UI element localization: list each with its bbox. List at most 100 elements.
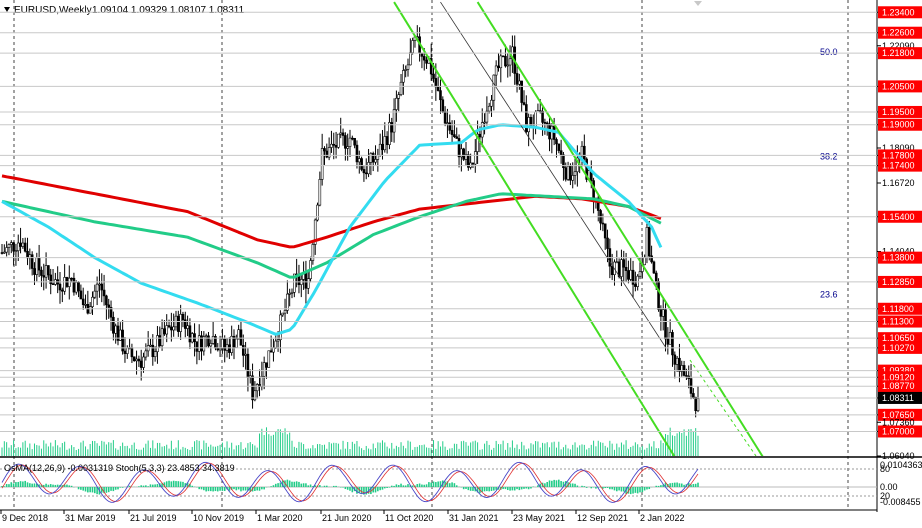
candle-body (197, 335, 201, 352)
fib-level-label: 23.6 (820, 290, 838, 300)
candle-body (167, 325, 171, 328)
candle-body (450, 129, 454, 135)
candle-body (91, 296, 94, 307)
candle-body (109, 307, 113, 318)
candle-body (42, 275, 46, 278)
candle-body (659, 309, 663, 317)
candle-body (26, 251, 29, 259)
candle-body (334, 145, 338, 148)
candle-body (436, 86, 440, 91)
candle-body (297, 275, 301, 285)
price-marker-label: 1.10270 (882, 343, 915, 353)
indicator-label: OsMA(12,26,9) -0.0031319 Stoch(5,3,3) 23… (4, 463, 235, 473)
candle-body (165, 325, 169, 335)
candle-body (63, 277, 66, 292)
candle-body (362, 169, 366, 174)
candle-body (107, 304, 111, 308)
candle-body (74, 282, 78, 293)
price-marker (878, 315, 922, 328)
candle-body (634, 284, 637, 287)
candle-body (16, 242, 20, 252)
candle-body (360, 158, 363, 170)
trend-projection-dashed (689, 359, 757, 456)
candle-body (235, 338, 238, 348)
price-marker-label: 1.12850 (882, 277, 915, 287)
candle-body (455, 136, 459, 139)
candle-body (114, 325, 117, 334)
candle-body (636, 275, 639, 287)
candle-body (112, 316, 115, 334)
stoch-main-line (1, 461, 699, 503)
candle-body (504, 55, 507, 67)
candle-body (77, 282, 80, 292)
symbol-label: EURUSD,Weekly (14, 5, 92, 16)
candle-body (346, 146, 349, 149)
dropdown-arrow-icon[interactable] (4, 7, 10, 12)
price-label: 1.18090 (882, 143, 915, 153)
candle-body (583, 145, 586, 160)
candle-body (179, 313, 182, 332)
subaxis-zero: 0.00 (880, 482, 898, 492)
candle-body (476, 133, 479, 152)
price-label: 1.07360 (882, 417, 915, 427)
candle-body (239, 329, 243, 346)
candle-body (160, 328, 164, 347)
osma-histogram (1, 479, 699, 495)
candle-body (422, 56, 426, 61)
candle-body (237, 329, 240, 340)
candle-body (497, 65, 500, 69)
candle-body (142, 356, 145, 368)
price-marker (878, 6, 922, 19)
candle-body (397, 94, 401, 99)
candle-body (596, 197, 600, 211)
candle-body (265, 362, 268, 368)
candle-body (353, 137, 356, 146)
shift-marker-icon[interactable] (694, 1, 702, 6)
price-marker-label: 1.15400 (882, 212, 915, 222)
candle-body (304, 272, 308, 289)
candle-body (374, 159, 377, 163)
time-label: 21 Jul 2019 (130, 513, 177, 523)
candle-body (357, 158, 361, 163)
candle-body (246, 353, 250, 378)
candle-body (149, 344, 152, 347)
candle-body (620, 259, 623, 277)
candle-body (615, 261, 619, 264)
price-marker-label: 1.08311 (882, 393, 914, 403)
candle-body (631, 269, 635, 285)
candle-body (402, 70, 405, 83)
candle-body (130, 347, 134, 358)
candle-body (448, 122, 452, 131)
stochastic-lines (1, 461, 699, 503)
candle-body (494, 65, 498, 76)
price-marker-label: 1.10650 (882, 333, 915, 343)
candle-body (678, 357, 681, 372)
candle-body (137, 358, 141, 362)
candle-body (522, 102, 526, 105)
candle-body (33, 268, 36, 275)
candle-body (327, 147, 331, 158)
price-marker (878, 80, 922, 93)
candle-body (355, 144, 359, 163)
candle-body (383, 136, 387, 151)
candle-body (585, 158, 588, 180)
candle-body (485, 110, 489, 123)
price-marker (878, 332, 922, 345)
candle-body (228, 344, 231, 353)
candle-body (286, 293, 289, 311)
price-marker-label: 1.17400 (882, 161, 915, 171)
candle-body (23, 242, 27, 252)
candle-body (627, 270, 630, 280)
time-label: 21 Jun 2020 (322, 513, 372, 523)
fib-level-label: 38.2 (820, 152, 838, 162)
candle-body (647, 227, 651, 257)
candle-body (492, 74, 496, 101)
price-marker (878, 302, 922, 315)
candle-body (341, 132, 345, 136)
candle-body (84, 304, 87, 306)
candle-body (311, 244, 315, 261)
candle-body (3, 251, 6, 254)
stoch-signal-line (1, 462, 699, 502)
